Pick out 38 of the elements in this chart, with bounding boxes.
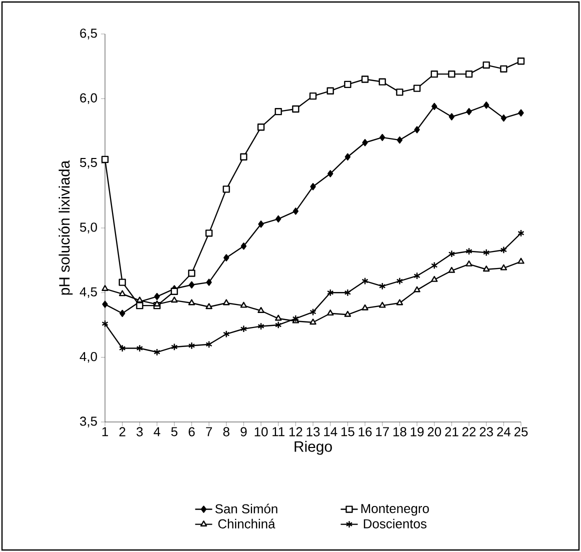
legend-label: Doscientos: [364, 518, 426, 528]
y-tick-label: 6,0: [80, 93, 97, 104]
x-tick-label: 21: [445, 427, 458, 436]
x-tick-label: 6: [188, 427, 195, 436]
x-tick-label: 12: [289, 427, 302, 436]
x-tick-label: 10: [254, 427, 268, 436]
y-axis-title: pH solución lixiviada: [58, 160, 73, 295]
y-tick-label: 6,5: [80, 28, 97, 40]
x-tick-label: 19: [410, 427, 424, 436]
x-tick-label: 23: [480, 427, 493, 436]
x-tick-label: 20: [428, 427, 442, 436]
legend-label: Chinchiná: [218, 518, 276, 528]
legend-label: Montenegro: [361, 504, 429, 516]
y-tick-label: 4,0: [80, 352, 97, 363]
legend-label: San Simón: [215, 504, 278, 514]
x-tick-label: 9: [240, 427, 247, 436]
x-tick-label: 14: [324, 427, 338, 436]
x-tick-label: 22: [462, 427, 476, 436]
x-tick-label: 18: [393, 427, 406, 436]
x-tick-label: 8: [223, 427, 230, 436]
x-tick-label: 16: [358, 427, 372, 436]
x-tick-label: 25: [514, 427, 528, 436]
y-tick-label: 5,5: [80, 158, 97, 169]
y-tick-label: 4,5: [80, 287, 97, 298]
y-tick-label: 5,0: [80, 222, 97, 234]
x-tick-label: 1: [102, 427, 108, 436]
x-tick-label: 17: [376, 427, 389, 436]
x-tick-label: 7: [206, 427, 212, 436]
x-tick-label: 2: [119, 427, 126, 436]
x-tick-label: 15: [341, 427, 354, 436]
y-tick-label: 3,5: [80, 416, 97, 428]
x-tick-label: 4: [154, 427, 160, 436]
x-tick-label: 24: [497, 427, 510, 436]
x-axis-title: Riego: [294, 440, 332, 455]
x-tick-label: 11: [272, 427, 284, 436]
x-tick-label: 3: [136, 427, 143, 436]
x-tick-label: 13: [306, 427, 320, 436]
x-tick-label: 5: [171, 427, 178, 436]
